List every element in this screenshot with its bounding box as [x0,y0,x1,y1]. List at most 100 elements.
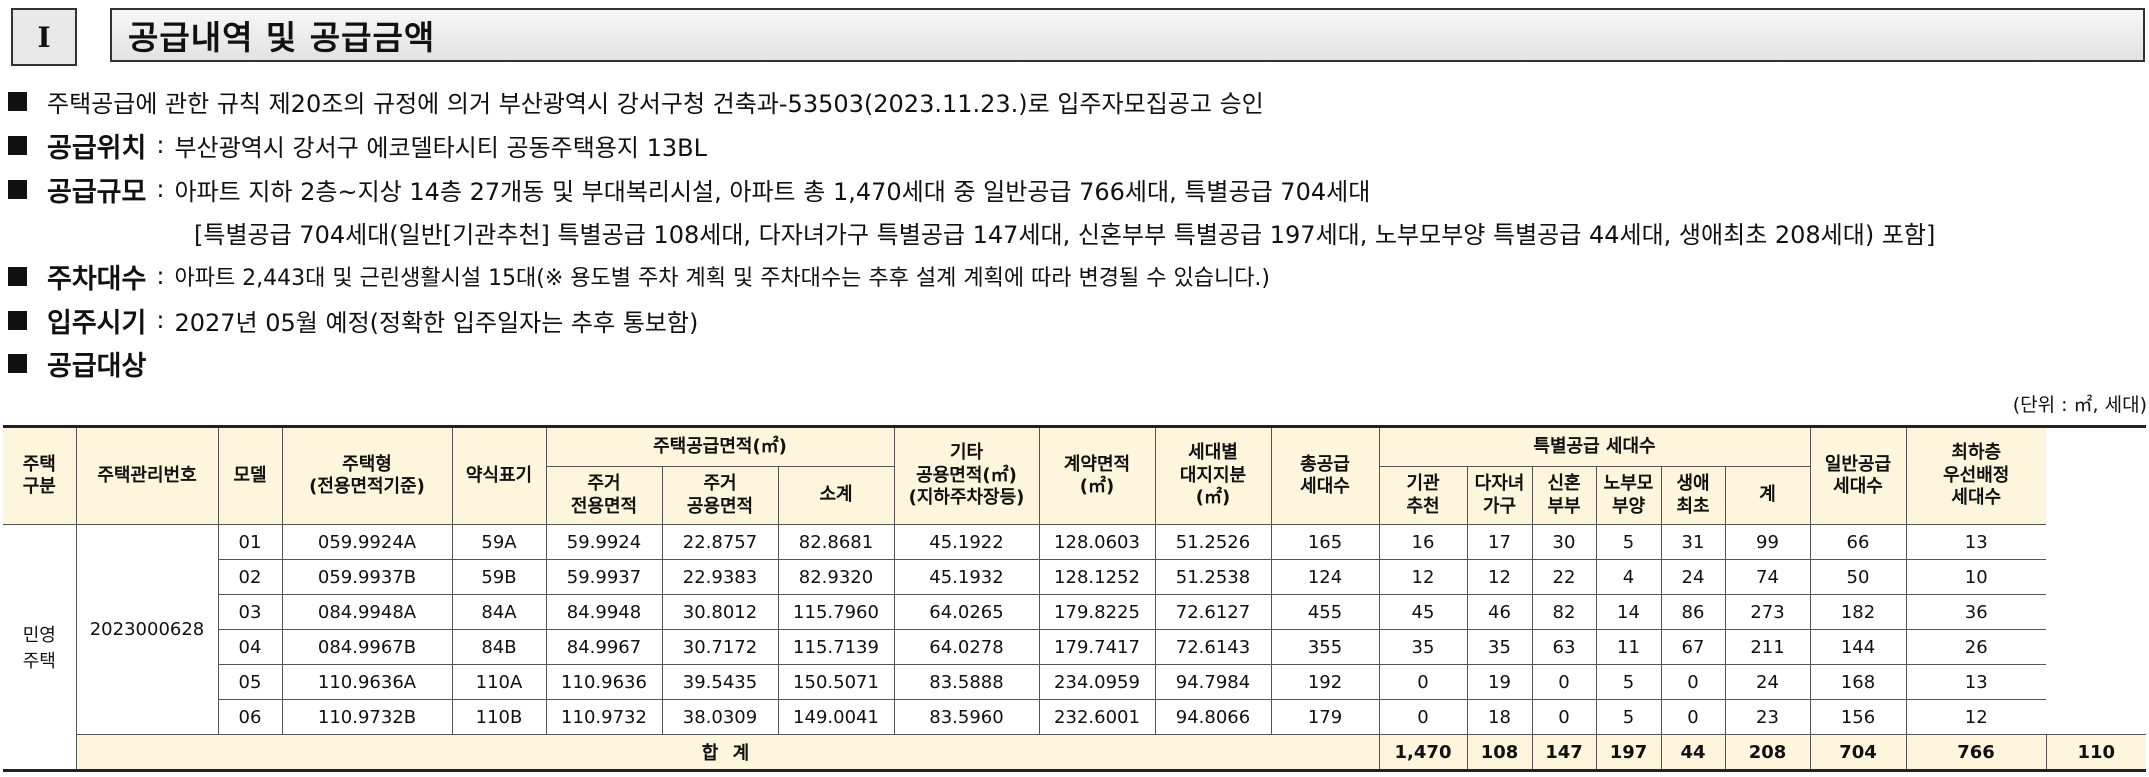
cell-institution: 16 [1378,524,1468,560]
cell-model: 05 [217,664,283,700]
cell-abbr: 84B [451,629,547,665]
total-multichild: 147 [1531,734,1597,772]
col-common: 주거 공용면적 [661,466,779,525]
cell-general: 144 [1809,629,1907,665]
cell-subtotal: 150.5071 [777,664,895,700]
separator: : [156,131,165,159]
total-newlywed: 197 [1595,734,1662,772]
cell-unit-type: 110.9636A [281,664,453,700]
cell-exclusive: 59.9924 [545,524,663,560]
cell-other-common: 83.5960 [893,699,1040,735]
bullet-square-icon [8,179,27,199]
cell-special-sum: 23 [1724,699,1811,735]
cell-other-common: 64.0278 [893,629,1040,665]
table-row: 04 084.9967B 84B 84.9967 30.7172 115.7139 64.0… [3,629,2146,665]
cell-institution: 45 [1378,594,1468,630]
scale-detail-text: [특별공급 704세대(일반[기관추천] 특별공급 108세대, 다자녀가구 특… [194,220,1936,249]
cell-total-units: 355 [1270,629,1380,665]
col-elderly: 노부모 부양 [1595,466,1662,525]
cell-contract: 234.0959 [1038,664,1156,700]
separator: : [156,175,165,203]
cell-newlywed: 63 [1531,629,1597,665]
cell-firsttime: 86 [1660,594,1726,630]
cell-firsttime: 0 [1660,699,1726,735]
cell-subtotal: 82.9320 [777,559,895,595]
cell-common: 30.8012 [661,594,779,630]
target-label: 공급대상 [47,350,147,382]
table-row: 02 059.9937B 59B 59.9937 22.9383 82.9320 45.19… [3,559,2146,595]
separator: : [156,262,165,290]
col-institution: 기관 추천 [1378,466,1468,525]
col-other-common: 기타 공용면적(㎡) (지하주차장등) [893,426,1040,525]
cell-abbr: 59B [451,559,547,595]
target-line: 공급대상 [8,346,148,382]
bullet-square-icon [8,266,27,286]
cell-common: 22.9383 [661,559,779,595]
col-abbr: 약식표기 [451,426,547,525]
col-unit-type: 주택형 (전용면적기준) [281,426,453,525]
cell-model: 06 [217,699,283,735]
location-text: 부산광역시 강서구 에코델타시티 공동주택용지 13BL [174,133,707,162]
cell-abbr: 110A [451,664,547,700]
cell-other-common: 83.5888 [893,664,1040,700]
scale-line: 공급규모 : 아파트 지하 2층~지상 14층 27개동 및 부대복리시설, 아… [8,172,1370,208]
cell-general: 66 [1809,524,1907,560]
section-header: I 공급내역 및 공급금액 [11,8,2145,66]
section-number: I [11,8,77,66]
col-total-units: 총공급 세대수 [1270,426,1380,525]
separator: : [156,306,165,334]
col-mgmt-no: 주택관리번호 [75,426,219,525]
cell-total-units: 124 [1270,559,1380,595]
movein-line: 입주시기 : 2027년 05월 예정(정확한 입주일자는 추후 통보함) [8,303,698,339]
cell-lowest-floor: 12 [1905,699,2046,735]
cell-unit-type: 084.9948A [281,594,453,630]
cell-multichild: 18 [1466,699,1533,735]
table-subheader-row: 주거 전용면적 주거 공용면적 소계 기관 추천 다자녀 가구 신혼 부부 노부… [3,466,2146,525]
cell-subtotal: 115.7139 [777,629,895,665]
cell-general: 50 [1809,559,1907,595]
movein-label: 입주시기 [47,307,147,339]
table-row: 03 084.9948A 84A 84.9948 30.8012 115.7960 64.0… [3,594,2146,630]
scale-detail-line: [특별공급 704세대(일반[기관추천] 특별공급 108세대, 다자녀가구 특… [194,215,1935,249]
mgmt-no-cell: 2023000628 [75,524,219,735]
cell-model: 03 [217,594,283,630]
cell-institution: 0 [1378,664,1468,700]
cell-newlywed: 82 [1531,594,1597,630]
cell-land-share: 72.6127 [1154,594,1272,630]
cell-exclusive: 84.9967 [545,629,663,665]
cell-land-share: 94.8066 [1154,699,1272,735]
cell-multichild: 46 [1466,594,1533,630]
parking-text: 아파트 2,443대 및 근린생활시설 15대(※ 용도별 주차 계획 및 주차… [174,266,1271,291]
cell-general: 168 [1809,664,1907,700]
supply-table: 주택 구분 주택관리번호 모델 주택형 (전용면적기준) 약식표기 주택공급면적… [3,425,2146,772]
cell-multichild: 35 [1466,629,1533,665]
cell-firsttime: 24 [1660,559,1726,595]
cell-institution: 0 [1378,699,1468,735]
cell-contract: 179.7417 [1038,629,1156,665]
col-firsttime: 생애 최초 [1660,466,1726,525]
table-row: 06 110.9732B 110B 110.9732 38.0309 149.0041 83… [3,699,2146,735]
cell-exclusive: 110.9732 [545,699,663,735]
cell-total-units: 455 [1270,594,1380,630]
bullet-square-icon [8,91,27,111]
table-row: 민영 주택 2023000628 01 059.9924A 59A 59.9924 22.8… [3,524,2146,772]
cell-elderly: 5 [1595,524,1662,560]
cell-lowest-floor: 26 [1905,629,2046,665]
cell-contract: 232.6001 [1038,699,1156,735]
total-label: 합 계 [75,734,1380,772]
cell-newlywed: 0 [1531,664,1597,700]
total-units: 1,470 [1378,734,1468,772]
approval-line: 주택공급에 관한 규칙 제20조의 규정에 의거 부산광역시 강서구청 건축과-… [8,84,1264,118]
cell-newlywed: 22 [1531,559,1597,595]
cell-unit-type: 110.9732B [281,699,453,735]
cell-lowest-floor: 13 [1905,524,2046,560]
scale-label: 공급규모 [47,176,147,208]
cell-multichild: 12 [1466,559,1533,595]
cell-elderly: 11 [1595,629,1662,665]
total-lowest-floor: 110 [2045,734,2146,772]
cell-common: 38.0309 [661,699,779,735]
cell-general: 156 [1809,699,1907,735]
cell-exclusive: 59.9937 [545,559,663,595]
cell-total-units: 192 [1270,664,1380,700]
table-header-row: 주택 구분 주택관리번호 모델 주택형 (전용면적기준) 약식표기 주택공급면적… [3,426,2146,525]
